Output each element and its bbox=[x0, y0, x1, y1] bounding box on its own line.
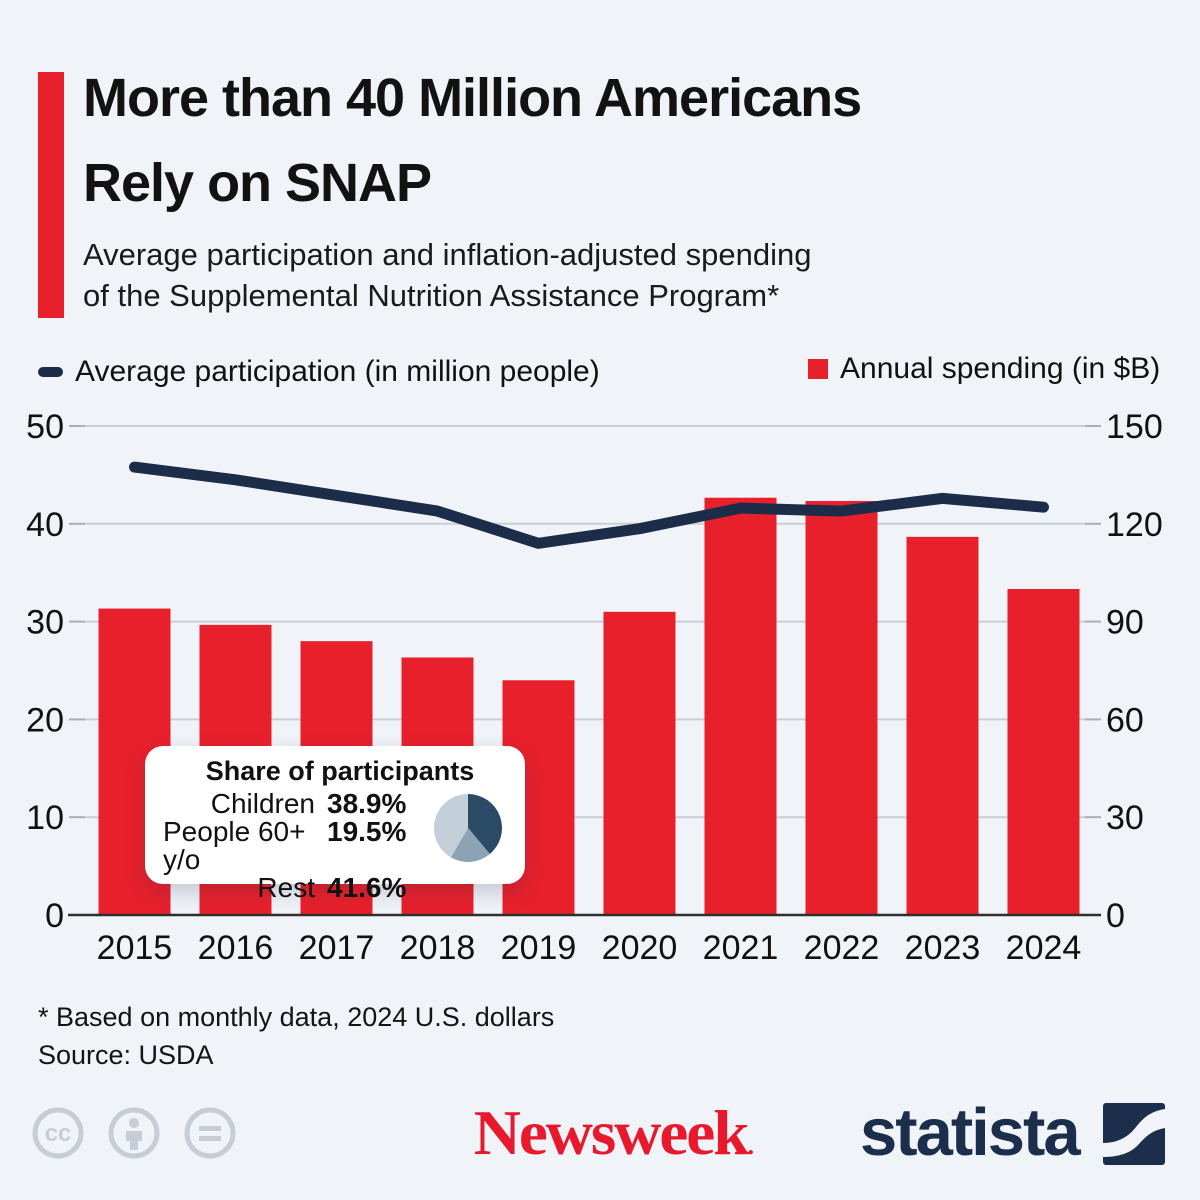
tooltip-title: Share of participants bbox=[205, 756, 475, 786]
tooltip-label: Children bbox=[210, 788, 315, 819]
left-axis-label: 50 bbox=[26, 408, 64, 446]
tooltip-row-rest: Rest 41.6% bbox=[163, 874, 415, 902]
tooltip-value: 38.9% bbox=[327, 788, 407, 819]
tooltip-row-seniors: People 60+ y/o 19.5% bbox=[163, 818, 415, 874]
creative-commons-icon: cc bbox=[32, 1107, 84, 1159]
year-label-2015: 2015 bbox=[97, 929, 173, 967]
year-label-2020: 2020 bbox=[602, 929, 678, 967]
svg-text:cc: cc bbox=[45, 1120, 72, 1147]
spending-bar-2024 bbox=[1007, 589, 1080, 915]
legend-participation-label: Average participation (in million people… bbox=[75, 355, 600, 388]
right-axis-label: 60 bbox=[1106, 701, 1144, 739]
right-axis-label: 120 bbox=[1106, 506, 1163, 544]
right-axis-label: 90 bbox=[1106, 604, 1144, 642]
tooltip-label: People 60+ y/o bbox=[163, 816, 306, 875]
year-label-2024: 2024 bbox=[1006, 929, 1082, 967]
pie-slice-0 bbox=[468, 794, 502, 855]
year-label-2022: 2022 bbox=[804, 929, 880, 967]
tooltip-value: 19.5% bbox=[327, 816, 407, 847]
attribution-icon bbox=[108, 1107, 160, 1159]
participation-line bbox=[129, 461, 1049, 549]
left-axis-label: 10 bbox=[26, 799, 64, 837]
year-label-2016: 2016 bbox=[198, 929, 274, 967]
statista-wordmark: statista bbox=[860, 1095, 1081, 1170]
no-derivatives-icon bbox=[184, 1107, 236, 1159]
spending-bar-2022 bbox=[805, 500, 878, 915]
left-axis-label: 40 bbox=[26, 506, 64, 544]
left-axis-label: 20 bbox=[26, 701, 64, 739]
spending-square-swatch bbox=[808, 359, 828, 379]
year-label-2019: 2019 bbox=[501, 929, 577, 967]
legend-item-participation: Average participation (in million people… bbox=[38, 355, 600, 389]
participants-pie-chart bbox=[434, 794, 502, 862]
right-axis-label: 150 bbox=[1106, 408, 1163, 446]
pie-slice-1 bbox=[450, 828, 490, 862]
participation-line-swatch bbox=[38, 367, 63, 377]
legend-item-spending: Annual spending (in $B) bbox=[808, 352, 1160, 386]
year-label-2017: 2017 bbox=[299, 929, 375, 967]
right-axis-label: 30 bbox=[1106, 799, 1144, 837]
year-label-2021: 2021 bbox=[703, 929, 779, 967]
newsweek-logo-mark: . bbox=[747, 1131, 753, 1160]
footnote: * Based on monthly data, 2024 U.S. dolla… bbox=[38, 1002, 555, 1032]
title-accent-bar bbox=[38, 72, 64, 318]
page-subtitle: Average participation and inflation-adju… bbox=[83, 237, 812, 313]
newsweek-logo: Newsweek. bbox=[473, 1097, 754, 1168]
tooltip-rows: Children 38.9% People 60+ y/o 19.5% Rest… bbox=[163, 790, 415, 902]
page-title: More than 40 Million Americans Rely on S… bbox=[83, 68, 862, 213]
tooltip-row-children: Children 38.9% bbox=[163, 790, 415, 818]
left-axis-label: 0 bbox=[45, 897, 64, 935]
year-label-2023: 2023 bbox=[905, 929, 981, 967]
legend-spending-label: Annual spending (in $B) bbox=[840, 352, 1161, 385]
spending-bar-2021 bbox=[704, 497, 777, 915]
source-line: Source: USDA bbox=[38, 1040, 214, 1070]
right-axis-label: 0 bbox=[1106, 897, 1125, 935]
spending-bar-2023 bbox=[906, 536, 979, 915]
tooltip-label: Rest bbox=[257, 872, 315, 903]
pie-slice-2 bbox=[434, 794, 468, 858]
left-axis-label: 30 bbox=[26, 604, 64, 642]
license-icons: cc bbox=[32, 1107, 236, 1159]
spending-bar-2020 bbox=[603, 611, 676, 915]
statista-logo-icon bbox=[1103, 1103, 1165, 1165]
year-label-2018: 2018 bbox=[400, 929, 476, 967]
share-of-participants-tooltip: Share of participants Children 38.9% Peo… bbox=[145, 746, 525, 902]
tooltip-value: 41.6% bbox=[327, 872, 407, 903]
